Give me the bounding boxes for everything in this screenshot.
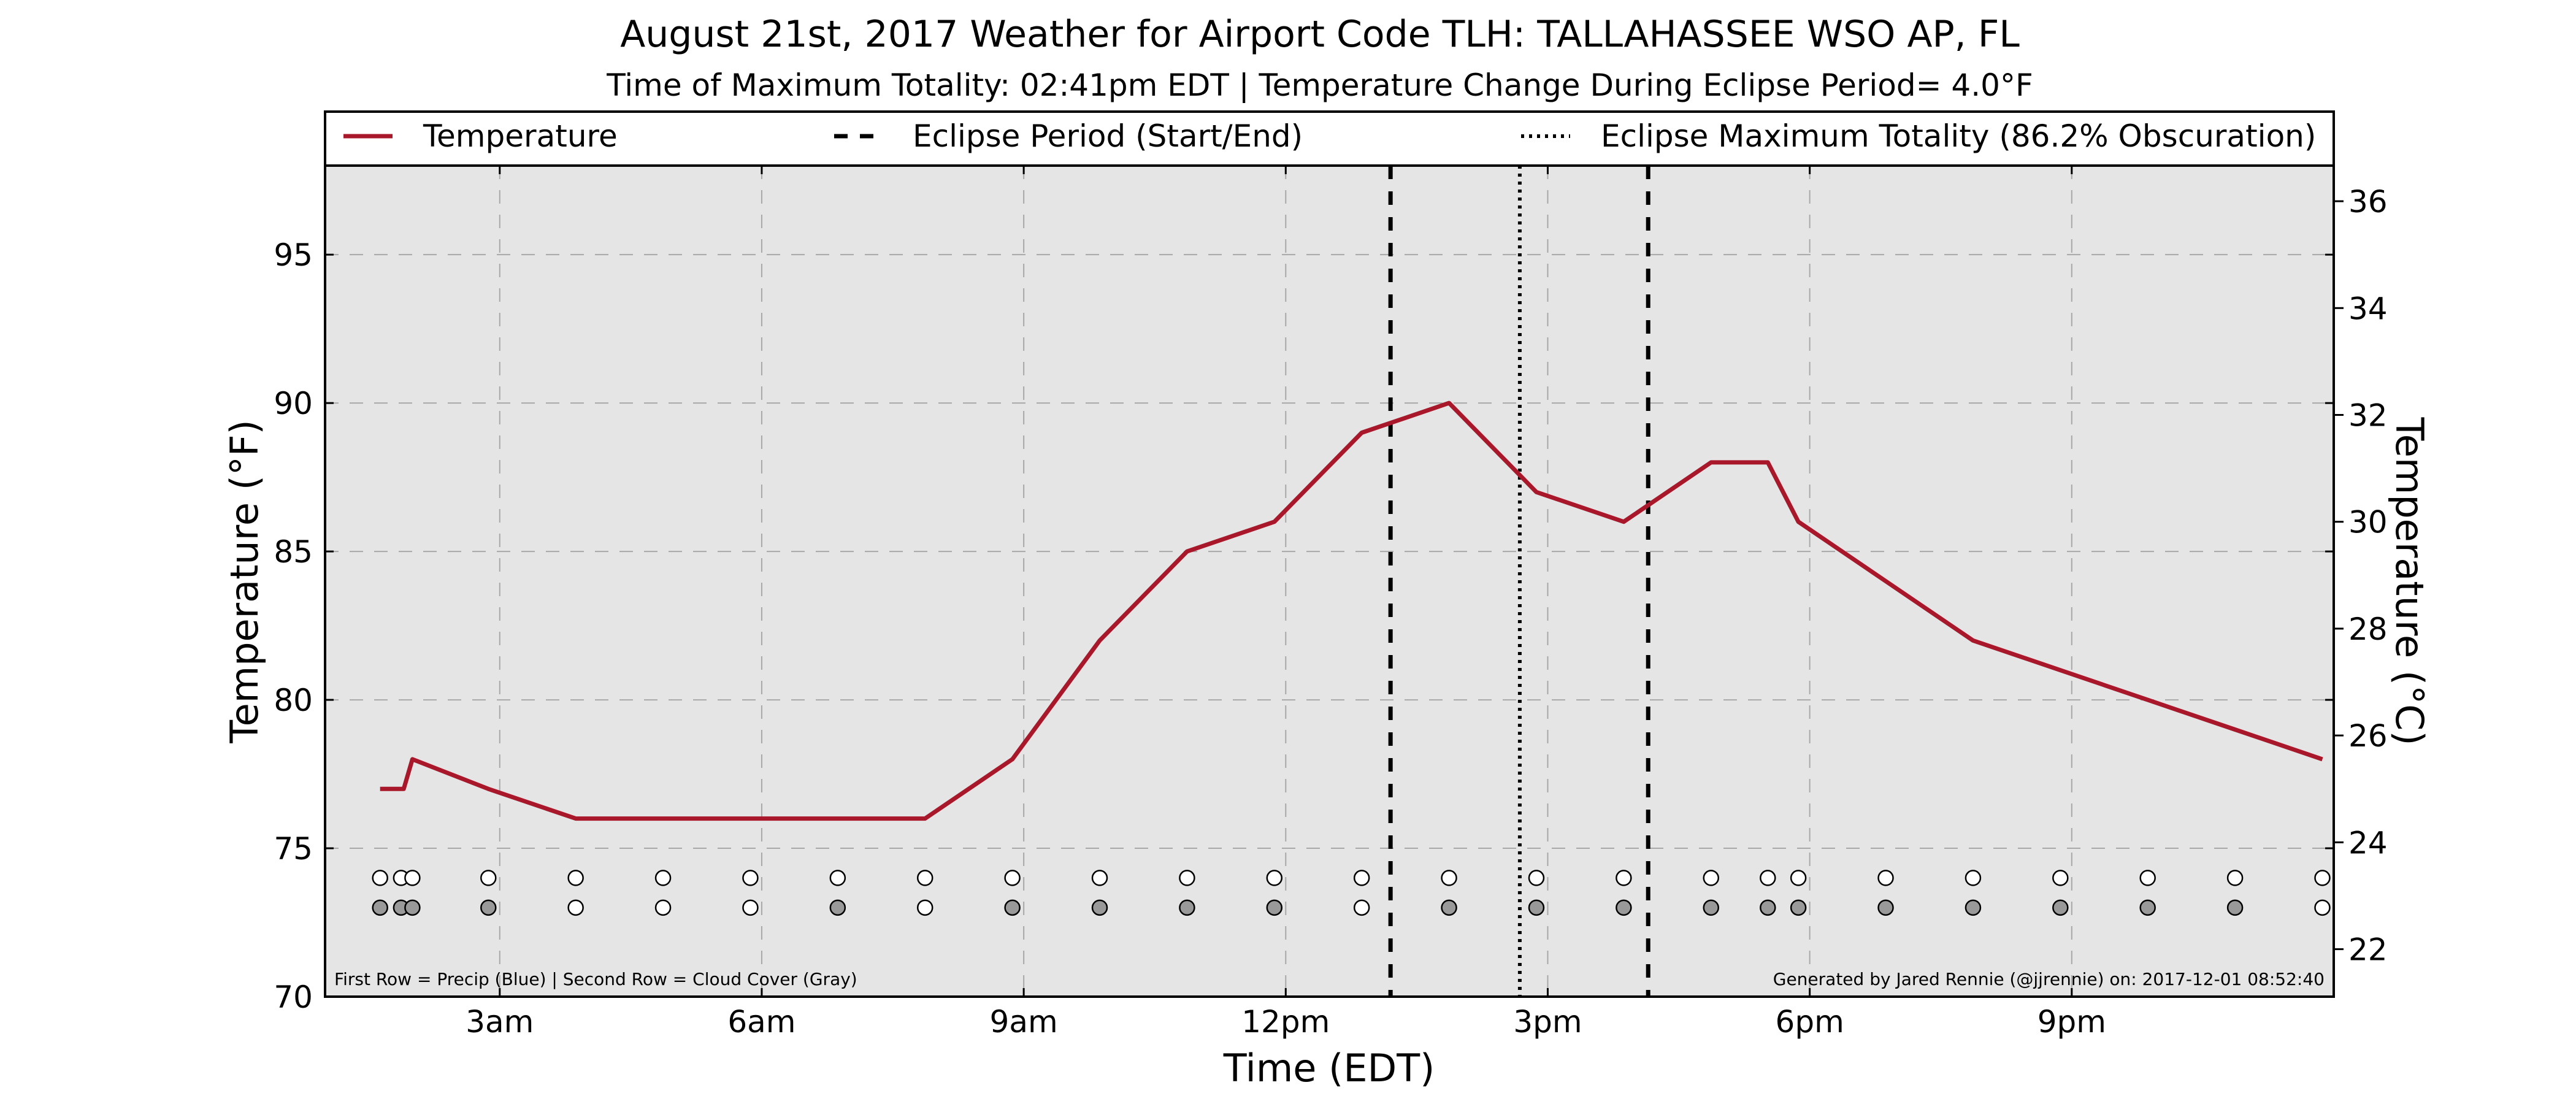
footnote-right: Generated by Jared Rennie (@jjrennie) on… <box>1773 969 2325 989</box>
left-axis-ticks: 70 75 80 85 90 95 <box>274 237 2334 1015</box>
precip-marker <box>1616 870 1632 886</box>
cloud-cover-marker <box>372 899 388 916</box>
left-tick-label: 95 <box>274 237 313 273</box>
cloud-cover-marker <box>1760 899 1776 916</box>
cloud-cover-marker <box>1441 899 1457 916</box>
eclipse-lines <box>1388 166 1650 997</box>
y-axis-left-label: Temperature (°F) <box>222 420 267 743</box>
precip-marker <box>1091 870 1108 886</box>
precip-marker <box>2314 870 2331 886</box>
cloud-cover-marker <box>829 899 846 916</box>
x-tick-label: 6pm <box>1776 1004 1844 1040</box>
precip-marker <box>1760 870 1776 886</box>
precip-marker <box>916 870 933 886</box>
temperature-line <box>380 401 2323 821</box>
precip-marker <box>2139 870 2156 886</box>
cloud-cover-marker <box>1965 899 1982 916</box>
chart-subtitle: Time of Maximum Totality: 02:41pm EDT | … <box>606 67 2033 103</box>
x-tick-label: 3am <box>466 1004 534 1040</box>
right-tick-label: 26 <box>2348 718 2388 754</box>
cloud-cover-marker <box>1091 899 1108 916</box>
x-axis-ticks: 3am 6am 9am 12pm 3pm 6pm 9pm <box>466 166 2106 1040</box>
x-tick-label: 9am <box>990 1004 1058 1040</box>
legend-temperature-label: Temperature <box>423 118 618 154</box>
precip-marker <box>2052 870 2069 886</box>
plot-area <box>324 164 2335 998</box>
precip-marker <box>1877 870 1894 886</box>
precip-marker <box>480 870 497 886</box>
cloud-cover-marker <box>742 899 759 916</box>
precip-marker <box>829 870 846 886</box>
cloud-cover-marker <box>916 899 933 916</box>
right-tick-label: 22 <box>2348 932 2388 968</box>
cloud-cover-marker <box>2226 899 2244 916</box>
precip-marker <box>372 870 388 886</box>
cloud-cover-marker <box>1528 899 1545 916</box>
x-tick-label: 6am <box>727 1004 795 1040</box>
precip-marker <box>567 870 584 886</box>
precip-marker <box>1353 870 1370 886</box>
left-tick-label: 75 <box>274 831 313 867</box>
cloud-cover-marker <box>1004 899 1021 916</box>
x-tick-label: 9pm <box>2037 1004 2106 1040</box>
precip-marker <box>1965 870 1982 886</box>
x-tick-label: 3pm <box>1513 1004 1582 1040</box>
legend-box <box>324 110 2335 167</box>
cloud-cover-marker <box>1266 899 1283 916</box>
precip-marker <box>404 870 421 886</box>
right-tick-label: 32 <box>2348 398 2388 434</box>
x-tick-label: 12pm <box>1241 1004 1330 1040</box>
left-tick-label: 80 <box>274 683 313 718</box>
precip-marker <box>2226 870 2244 886</box>
precip-marker <box>1790 870 1807 886</box>
right-tick-label: 24 <box>2348 825 2388 861</box>
precip-marker <box>1266 870 1283 886</box>
right-tick-label: 36 <box>2348 184 2388 220</box>
precip-marker <box>1528 870 1545 886</box>
legend-eclipse-max-label: Eclipse Maximum Totality (86.2% Obscurat… <box>1601 118 2316 154</box>
marker-rows <box>372 870 2331 916</box>
footnote-left: First Row = Precip (Blue) | Second Row =… <box>334 969 857 989</box>
precip-marker <box>742 870 759 886</box>
cloud-cover-marker <box>567 899 584 916</box>
grid-lines <box>325 166 2334 997</box>
cloud-cover-marker <box>1703 899 1719 916</box>
cloud-cover-marker <box>2314 899 2331 916</box>
left-tick-label: 90 <box>274 386 313 421</box>
cloud-cover-marker <box>2139 899 2156 916</box>
y-axis-right-label: Temperature (°C) <box>2387 416 2432 745</box>
right-tick-label: 28 <box>2348 611 2388 647</box>
legend-eclipse-period-label: Eclipse Period (Start/End) <box>913 118 1303 154</box>
cloud-cover-marker <box>1790 899 1807 916</box>
precip-marker <box>1004 870 1021 886</box>
cloud-cover-marker <box>404 899 421 916</box>
cloud-cover-marker <box>654 899 672 916</box>
cloud-cover-marker <box>480 899 497 916</box>
right-tick-label: 30 <box>2348 505 2388 540</box>
precip-marker <box>1179 870 1195 886</box>
cloud-cover-marker <box>1179 899 1195 916</box>
precip-marker <box>1441 870 1457 886</box>
precip-marker <box>1703 870 1719 886</box>
right-axis-ticks: 22 24 26 28 30 32 34 36 <box>2334 184 2388 968</box>
cloud-cover-marker <box>1877 899 1894 916</box>
cloud-cover-marker <box>1616 899 1632 916</box>
right-tick-label: 34 <box>2348 291 2388 326</box>
chart-title: August 21st, 2017 Weather for Airport Co… <box>620 13 2020 56</box>
left-tick-label: 85 <box>274 534 313 570</box>
cloud-cover-marker <box>2052 899 2069 916</box>
left-tick-label: 70 <box>274 979 313 1015</box>
x-axis-label: Time (EDT) <box>1223 1046 1435 1091</box>
precip-marker <box>654 870 672 886</box>
cloud-cover-marker <box>1353 899 1370 916</box>
temperature-series <box>380 401 2323 821</box>
